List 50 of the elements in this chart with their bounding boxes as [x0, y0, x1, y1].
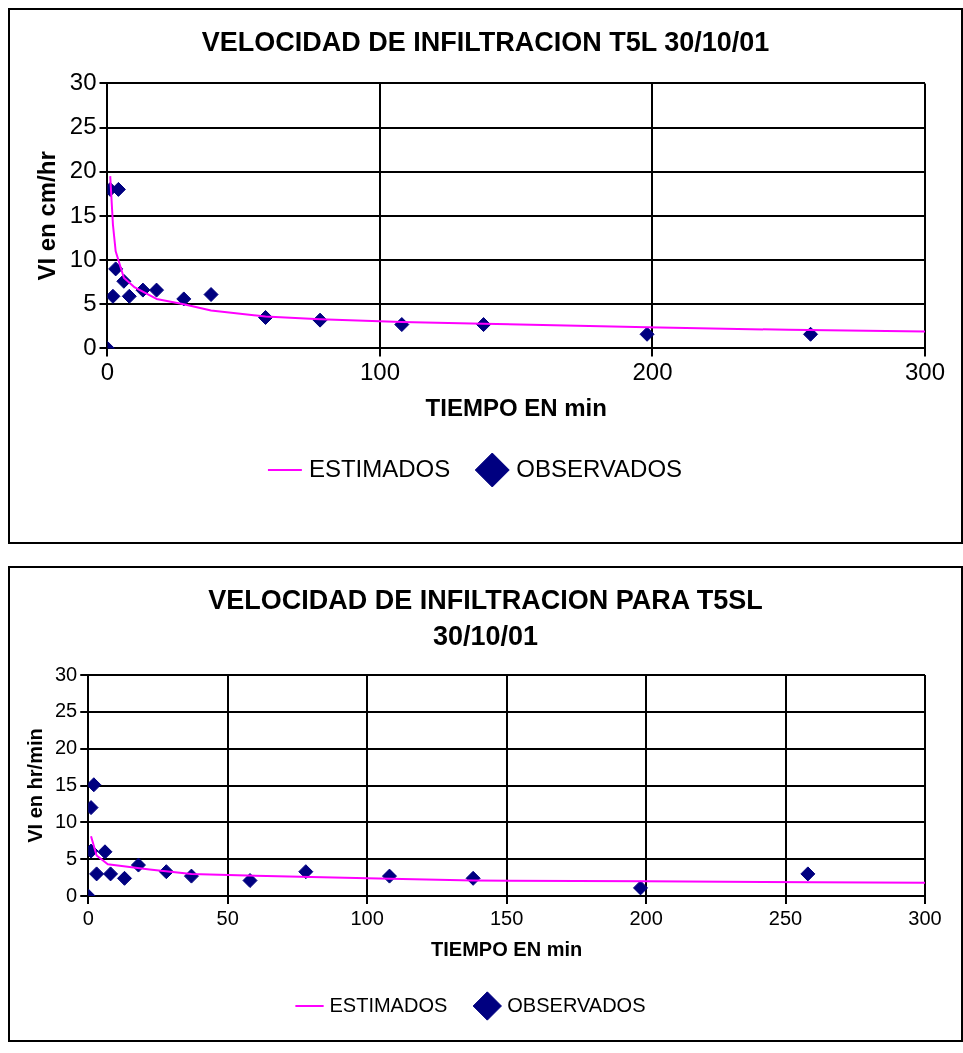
y-tick-label: 25: [55, 699, 78, 722]
x-tick-label: 100: [359, 358, 401, 386]
x-tick-label: 0: [100, 358, 115, 386]
y-tick-label: 30: [69, 68, 97, 96]
chart-title: VELOCIDAD DE INFILTRACION PARA T5SL 30/10/01: [207, 584, 764, 653]
y-tick-label: 15: [55, 773, 78, 796]
chart-title: VELOCIDAD DE INFILTRACION T5L 30/10/01: [200, 26, 771, 59]
x-tick-label: 150: [489, 906, 524, 929]
x-tick-label: 200: [632, 358, 673, 386]
y-tick-label: 25: [69, 112, 97, 140]
point: [121, 288, 137, 304]
y-tick-label: 0: [66, 883, 78, 906]
legend-label: OBSERVADOS: [507, 993, 646, 1016]
y-tick-label: 10: [69, 244, 97, 272]
y-tick-label: 20: [69, 156, 97, 184]
point: [108, 261, 124, 277]
point: [97, 844, 113, 860]
point: [88, 777, 102, 793]
y-tick-label: 5: [66, 846, 78, 869]
y-tick-label: 30: [55, 662, 78, 685]
y-tick-label: 20: [55, 736, 78, 759]
x-tick-label: 250: [768, 906, 803, 929]
x-tick-label: 100: [350, 906, 384, 929]
point: [89, 866, 105, 882]
point: [242, 873, 258, 889]
legend-label: ESTIMADOS: [329, 993, 448, 1016]
legend-label: OBSERVADOS: [516, 454, 683, 482]
x-tick-label: 300: [908, 906, 942, 929]
legend-label: ESTIMADOS: [308, 454, 451, 482]
point: [107, 288, 121, 304]
point: [203, 287, 219, 303]
point: [176, 291, 192, 307]
x-axis-title: TIEMPO EN min: [431, 937, 583, 960]
y-tick-label: 0: [83, 333, 97, 361]
x-tick-label: 300: [904, 358, 946, 386]
point: [800, 866, 816, 882]
y-tick-label: 15: [69, 200, 97, 228]
y-tick-label: 5: [83, 288, 97, 316]
x-tick-label: 50: [216, 906, 239, 929]
y-tick-label: 10: [55, 809, 78, 832]
y-axis-title: VI en hr/min: [23, 728, 46, 843]
point: [103, 866, 119, 882]
y-axis-title: VI en cm/hr: [33, 151, 61, 281]
x-axis-title: TIEMPO EN min: [425, 394, 607, 422]
point: [639, 326, 655, 342]
x-tick-label: 200: [629, 906, 663, 929]
point: [298, 864, 314, 880]
point: [149, 282, 165, 298]
point: [633, 880, 648, 896]
point: [117, 870, 133, 886]
